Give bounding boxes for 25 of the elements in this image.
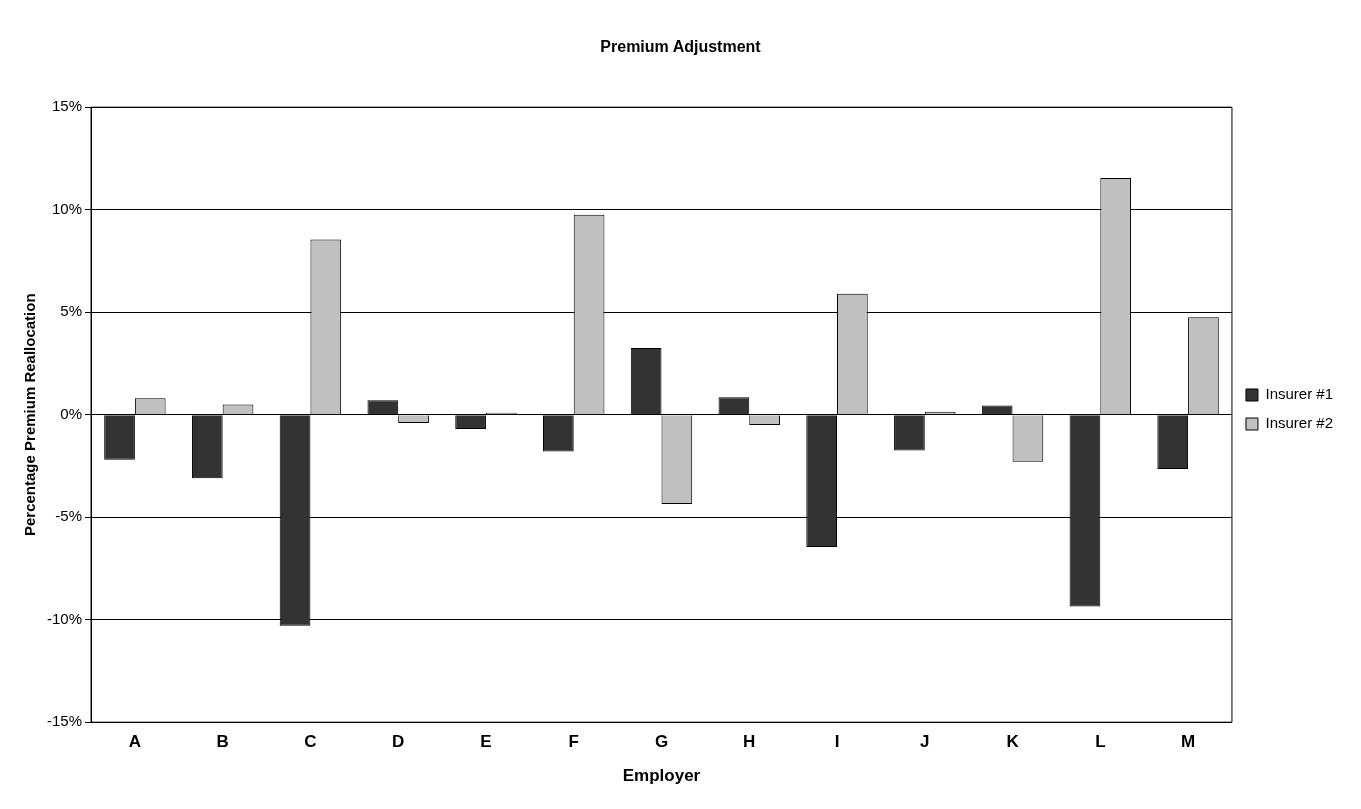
chart-title: Premium Adjustment xyxy=(600,38,762,56)
y-tick-label: 10% xyxy=(51,199,83,217)
x-tick-label: I xyxy=(834,732,840,752)
legend-label: Insurer #2 xyxy=(1265,414,1334,432)
x-tick-label: C xyxy=(304,732,317,752)
x-tick-label: G xyxy=(654,732,669,752)
x-tick-label: E xyxy=(480,732,492,752)
x-tick-label: A xyxy=(128,732,142,752)
x-tick-label: J xyxy=(920,732,930,752)
y-tick-label: -15% xyxy=(46,712,83,730)
legend-label: Insurer #1 xyxy=(1265,385,1334,403)
x-tick-label: K xyxy=(1006,732,1020,752)
x-tick-label: M xyxy=(1180,732,1196,752)
y-tick-label: -10% xyxy=(46,609,83,627)
x-axis-title: Employer xyxy=(622,766,701,786)
x-tick-label: F xyxy=(568,732,579,752)
y-tick-label: 0% xyxy=(60,404,83,422)
y-tick-label: 15% xyxy=(51,97,83,115)
x-tick-label: D xyxy=(392,732,405,752)
y-tick-label: 5% xyxy=(60,302,83,320)
x-tick-label: H xyxy=(743,732,756,752)
x-tick-label: L xyxy=(1095,732,1106,752)
y-tick-label: -5% xyxy=(55,507,83,525)
x-tick-label: B xyxy=(216,732,229,752)
y-axis-title: Percentage Premium Reallocation xyxy=(21,293,39,536)
